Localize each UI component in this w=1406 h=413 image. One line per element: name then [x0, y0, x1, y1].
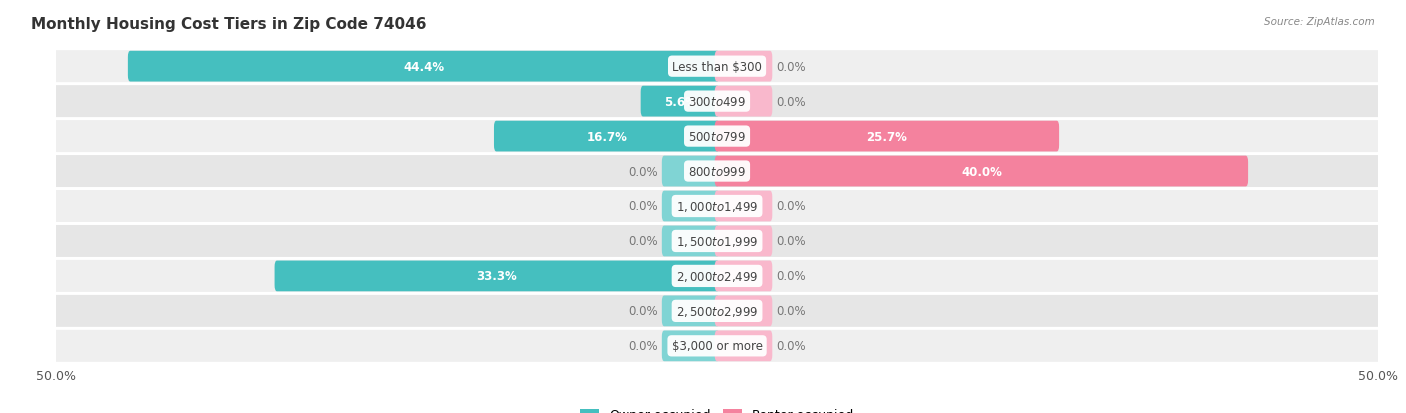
Text: 40.0%: 40.0% — [960, 165, 1002, 178]
Text: $2,000 to $2,499: $2,000 to $2,499 — [676, 269, 758, 283]
Text: 0.0%: 0.0% — [776, 270, 806, 283]
Text: Source: ZipAtlas.com: Source: ZipAtlas.com — [1264, 17, 1375, 26]
FancyBboxPatch shape — [714, 261, 772, 292]
FancyBboxPatch shape — [714, 331, 772, 361]
Text: 33.3%: 33.3% — [477, 270, 517, 283]
Text: 0.0%: 0.0% — [628, 339, 658, 352]
FancyBboxPatch shape — [714, 226, 772, 257]
FancyBboxPatch shape — [55, 260, 1379, 292]
Legend: Owner-occupied, Renter-occupied: Owner-occupied, Renter-occupied — [575, 404, 859, 413]
FancyBboxPatch shape — [714, 87, 772, 117]
Text: 0.0%: 0.0% — [776, 200, 806, 213]
FancyBboxPatch shape — [662, 226, 720, 257]
FancyBboxPatch shape — [641, 87, 720, 117]
Text: 0.0%: 0.0% — [628, 165, 658, 178]
FancyBboxPatch shape — [662, 296, 720, 326]
Text: $800 to $999: $800 to $999 — [688, 165, 747, 178]
Text: 5.6%: 5.6% — [664, 95, 696, 108]
Text: $3,000 or more: $3,000 or more — [672, 339, 762, 352]
Text: 0.0%: 0.0% — [776, 95, 806, 108]
Text: 0.0%: 0.0% — [628, 305, 658, 318]
Text: $300 to $499: $300 to $499 — [688, 95, 747, 108]
FancyBboxPatch shape — [55, 190, 1379, 223]
Text: 16.7%: 16.7% — [586, 130, 627, 143]
FancyBboxPatch shape — [55, 295, 1379, 327]
FancyBboxPatch shape — [55, 121, 1379, 153]
Text: 0.0%: 0.0% — [776, 235, 806, 248]
Text: 0.0%: 0.0% — [628, 200, 658, 213]
Text: 0.0%: 0.0% — [776, 339, 806, 352]
Text: 0.0%: 0.0% — [776, 305, 806, 318]
FancyBboxPatch shape — [662, 191, 720, 222]
FancyBboxPatch shape — [55, 86, 1379, 118]
Text: $1,000 to $1,499: $1,000 to $1,499 — [676, 199, 758, 214]
FancyBboxPatch shape — [714, 156, 1249, 187]
FancyBboxPatch shape — [128, 52, 720, 82]
Text: Monthly Housing Cost Tiers in Zip Code 74046: Monthly Housing Cost Tiers in Zip Code 7… — [31, 17, 426, 31]
FancyBboxPatch shape — [274, 261, 720, 292]
Text: $1,500 to $1,999: $1,500 to $1,999 — [676, 235, 758, 248]
FancyBboxPatch shape — [55, 156, 1379, 188]
FancyBboxPatch shape — [714, 296, 772, 326]
Text: 25.7%: 25.7% — [866, 130, 907, 143]
FancyBboxPatch shape — [55, 51, 1379, 83]
FancyBboxPatch shape — [662, 156, 720, 187]
Text: 0.0%: 0.0% — [628, 235, 658, 248]
FancyBboxPatch shape — [55, 330, 1379, 362]
Text: 0.0%: 0.0% — [776, 61, 806, 74]
FancyBboxPatch shape — [714, 121, 1059, 152]
FancyBboxPatch shape — [714, 191, 772, 222]
FancyBboxPatch shape — [714, 52, 772, 82]
Text: $500 to $799: $500 to $799 — [688, 130, 747, 143]
FancyBboxPatch shape — [662, 331, 720, 361]
FancyBboxPatch shape — [55, 225, 1379, 257]
Text: $2,500 to $2,999: $2,500 to $2,999 — [676, 304, 758, 318]
Text: 44.4%: 44.4% — [404, 61, 444, 74]
FancyBboxPatch shape — [494, 121, 720, 152]
Text: Less than $300: Less than $300 — [672, 61, 762, 74]
